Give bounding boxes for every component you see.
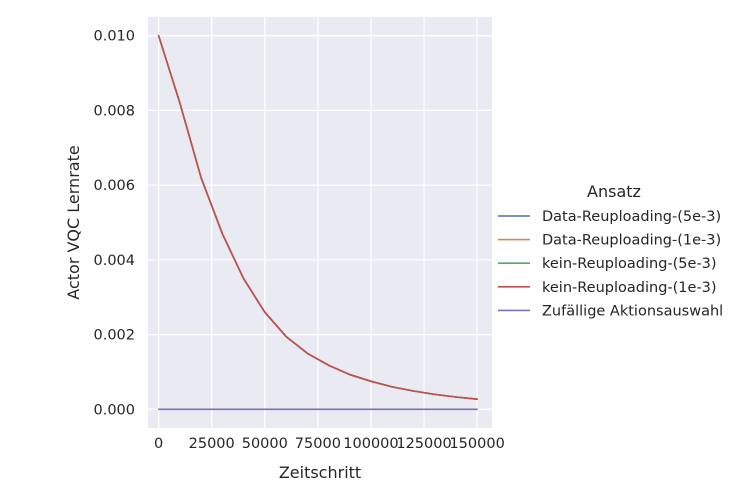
y-tick-label: 0.006: [93, 178, 135, 194]
x-tick-label: 50000: [242, 436, 288, 452]
y-axis-label: Actor VQC Lernrate: [64, 145, 83, 299]
plot-background: [148, 17, 492, 428]
x-tick-label: 75000: [295, 436, 341, 452]
legend-entry-label: Zufällige Aktionsauswahl: [542, 303, 723, 319]
y-tick-label: 0.004: [93, 253, 135, 269]
x-tick-label: 0: [154, 436, 163, 452]
legend-entry-label: Data-Reuploading-(5e-3): [542, 209, 721, 225]
x-tick-label: 150000: [449, 436, 504, 452]
series-line: [157, 34, 478, 401]
series-lines: [157, 34, 478, 411]
y-tick-label: 0.010: [93, 29, 135, 45]
legend-entry-label: Data-Reuploading-(1e-3): [542, 233, 721, 249]
x-axis-label: Zeitschritt: [279, 463, 361, 482]
x-tick-label: 125000: [396, 436, 451, 452]
legend-entry-label: kein-Reuploading-(5e-3): [542, 256, 717, 272]
x-tick-label: 25000: [189, 436, 235, 452]
grid: [148, 17, 492, 428]
legend: Ansatz Data-Reuploading-(5e-3) Data-Reupl…: [498, 182, 723, 319]
legend-entry-label: kein-Reuploading-(1e-3): [542, 280, 717, 296]
y-tick-labels: 0.000 0.002 0.004 0.006 0.008 0.010: [93, 29, 135, 419]
y-tick-label: 0.002: [93, 328, 135, 344]
x-tick-label: 100000: [343, 436, 398, 452]
legend-title: Ansatz: [587, 182, 641, 201]
y-tick-label: 0.000: [93, 402, 135, 418]
y-tick-label: 0.008: [93, 103, 135, 119]
